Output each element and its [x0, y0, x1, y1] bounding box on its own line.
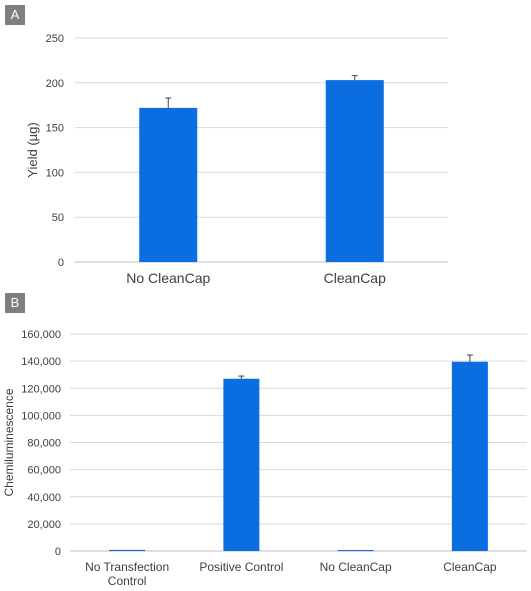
- b-y-tick-label: 120,000: [21, 383, 61, 395]
- b-y-axis-label: Chemiluminescence: [2, 388, 16, 496]
- b-y-tick-label: 40,000: [27, 492, 61, 504]
- b-bar: [223, 378, 260, 551]
- b-y-tick-label: 0: [55, 546, 61, 558]
- b-y-tick-label: 100,000: [21, 410, 61, 422]
- b-y-tick-label: 160,000: [21, 329, 61, 341]
- a-y-tick-label: 200: [46, 78, 64, 90]
- b-bar: [451, 361, 488, 551]
- a-y-tick-label: 100: [46, 167, 64, 179]
- a-y-axis-label: Yield (µg): [25, 122, 40, 177]
- b-y-tick-label: 80,000: [27, 438, 61, 450]
- a-y-tick-label: 250: [46, 33, 64, 45]
- a-x-category-label: No CleanCap: [126, 270, 210, 286]
- a-bar: [139, 107, 198, 262]
- b-x-category-label: No CleanCap: [320, 560, 392, 574]
- a-y-tick-label: 50: [52, 212, 64, 224]
- a-y-tick-label: 150: [46, 123, 64, 135]
- b-bar: [109, 549, 146, 551]
- b-x-category-label: Control: [108, 574, 147, 588]
- panel-a-label: A: [5, 5, 25, 25]
- a-y-tick-label: 0: [58, 257, 64, 269]
- panel-b-label: B: [5, 293, 25, 313]
- a-bar: [325, 80, 384, 262]
- b-x-category-label: Positive Control: [199, 560, 283, 574]
- a-x-category-label: CleanCap: [324, 270, 386, 286]
- b-x-category-label: No Transfection: [85, 560, 169, 574]
- b-y-tick-label: 20,000: [27, 519, 61, 531]
- b-bar: [337, 550, 374, 552]
- chart-b-chemiluminescence: 0 20,000 40,000 60,000 80,000 100,000 120,000 1…: [2, 329, 527, 588]
- b-y-tick-label: 60,000: [27, 465, 61, 477]
- b-x-category-label: CleanCap: [443, 560, 497, 574]
- chart-a-yield: 0 50 100 150 200 250 Yield (µg) No CleanCap Clea…: [25, 33, 448, 286]
- b-y-tick-label: 140,000: [21, 356, 61, 368]
